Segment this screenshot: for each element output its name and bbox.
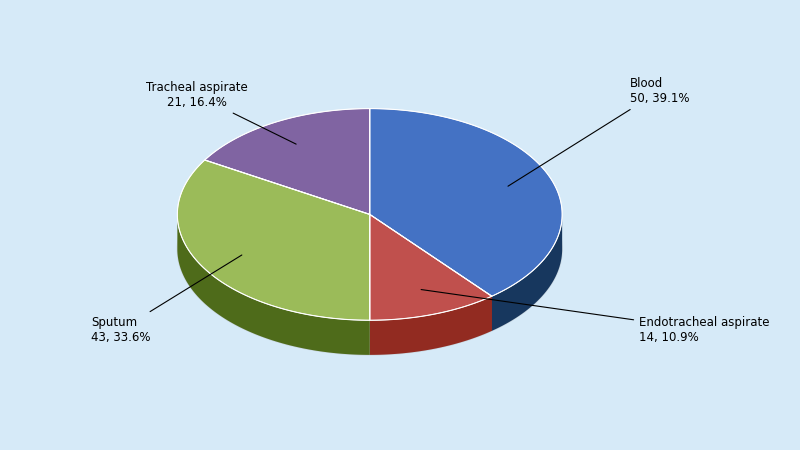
Polygon shape — [370, 214, 492, 320]
Ellipse shape — [178, 143, 562, 355]
Polygon shape — [370, 214, 492, 331]
Text: Tracheal aspirate
21, 16.4%: Tracheal aspirate 21, 16.4% — [146, 81, 296, 144]
Text: Endotracheal aspirate
14, 10.9%: Endotracheal aspirate 14, 10.9% — [421, 289, 770, 344]
Polygon shape — [492, 216, 562, 331]
Polygon shape — [178, 160, 370, 320]
Text: Blood
50, 39.1%: Blood 50, 39.1% — [508, 77, 689, 186]
Polygon shape — [205, 108, 370, 214]
Polygon shape — [370, 214, 492, 331]
Text: Sputum
43, 33.6%: Sputum 43, 33.6% — [90, 255, 242, 344]
Polygon shape — [370, 296, 492, 355]
Polygon shape — [178, 216, 370, 355]
Polygon shape — [370, 108, 562, 296]
